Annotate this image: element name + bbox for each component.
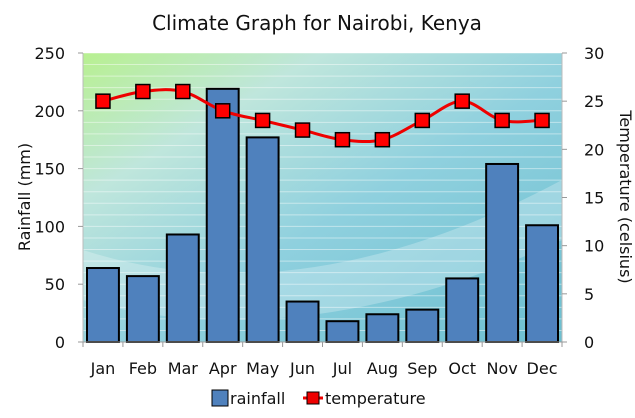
rainfall-bar <box>405 308 440 343</box>
chart-title: Climate Graph for Nairobi, Kenya <box>152 11 482 35</box>
rainfall-bar <box>86 267 120 343</box>
y2-axis-label: Temperature (celsius) <box>616 109 635 283</box>
x-tick-label: Oct <box>448 359 476 378</box>
temperature-marker <box>95 93 111 109</box>
x-tick-label: Nov <box>487 359 518 378</box>
legend: rainfall temperature <box>211 389 426 408</box>
legend-rainfall-label: rainfall <box>230 389 285 408</box>
plot-background <box>83 53 562 342</box>
y2-tick-label: 0 <box>584 333 594 352</box>
temperature-marker <box>294 122 311 138</box>
rainfall-bar <box>365 313 400 344</box>
background-swoosh <box>83 180 562 320</box>
y-axis-label: Rainfall (mm) <box>15 143 34 251</box>
rainfall-bar <box>325 320 360 343</box>
legend-temperature-marker <box>306 391 320 405</box>
temperature-marker <box>374 131 391 148</box>
y2-tick-label: 30 <box>584 44 604 63</box>
x-tick-label: Sep <box>407 359 437 378</box>
legend-rainfall-swatch <box>211 389 229 407</box>
rainfall-bar <box>125 275 160 343</box>
temperature-marker <box>494 112 510 129</box>
x-tick-label: Feb <box>129 359 157 378</box>
y-tick-label: 150 <box>34 160 65 179</box>
x-tick-label: Jan <box>90 359 116 378</box>
rainfall-bar <box>485 162 520 343</box>
temperature-marker <box>334 131 351 148</box>
x-tick-label: Apr <box>209 359 237 378</box>
rainfall-bar <box>285 300 320 344</box>
y-tick-label: 200 <box>34 102 65 121</box>
temperature-marker <box>135 83 151 100</box>
y2-tick-label: 10 <box>584 237 604 256</box>
rainfall-bar <box>165 233 200 344</box>
rainfall-bar <box>245 136 280 343</box>
temperature-marker <box>534 112 550 129</box>
x-tick-label: Aug <box>367 359 398 378</box>
x-tick-label: Jul <box>332 359 352 378</box>
rainfall-bar <box>525 224 559 343</box>
y2-tick-label: 15 <box>584 189 604 208</box>
x-tick-label: Jun <box>289 359 315 378</box>
x-tick-label: Dec <box>527 359 558 378</box>
y2-tick-label: 20 <box>584 140 604 159</box>
y-tick-label: 100 <box>34 217 65 236</box>
x-tick-label: May <box>246 359 279 378</box>
temperature-marker <box>175 83 191 100</box>
x-tick-label: Mar <box>168 359 199 378</box>
rainfall-bar <box>445 277 480 344</box>
temperature-marker <box>254 112 271 129</box>
rainfall-bar <box>205 87 240 343</box>
y-tick-label: 50 <box>45 275 65 294</box>
temperature-marker <box>454 93 470 109</box>
y-tick-label: 250 <box>34 44 65 63</box>
y-tick-label: 0 <box>55 333 65 352</box>
legend-temperature-label: temperature <box>325 389 426 408</box>
temperature-marker <box>214 103 231 119</box>
y2-tick-label: 5 <box>584 285 594 304</box>
y2-tick-label: 25 <box>584 92 604 111</box>
temperature-marker <box>414 112 431 129</box>
